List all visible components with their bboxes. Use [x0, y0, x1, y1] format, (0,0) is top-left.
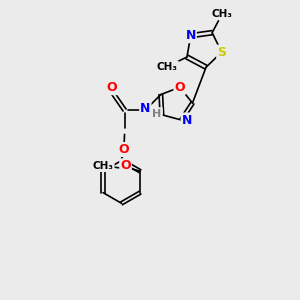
Text: O: O	[174, 81, 185, 94]
Text: CH₃: CH₃	[93, 161, 114, 171]
Text: O: O	[120, 159, 131, 172]
Text: H: H	[152, 110, 161, 119]
Text: CH₃: CH₃	[157, 61, 178, 71]
Text: N: N	[140, 102, 151, 115]
Text: N: N	[182, 113, 192, 127]
Text: CH₃: CH₃	[212, 8, 233, 19]
Text: O: O	[118, 143, 129, 156]
Text: S: S	[217, 46, 226, 59]
Text: N: N	[151, 108, 162, 121]
Text: O: O	[106, 81, 117, 94]
Text: N: N	[185, 29, 196, 42]
